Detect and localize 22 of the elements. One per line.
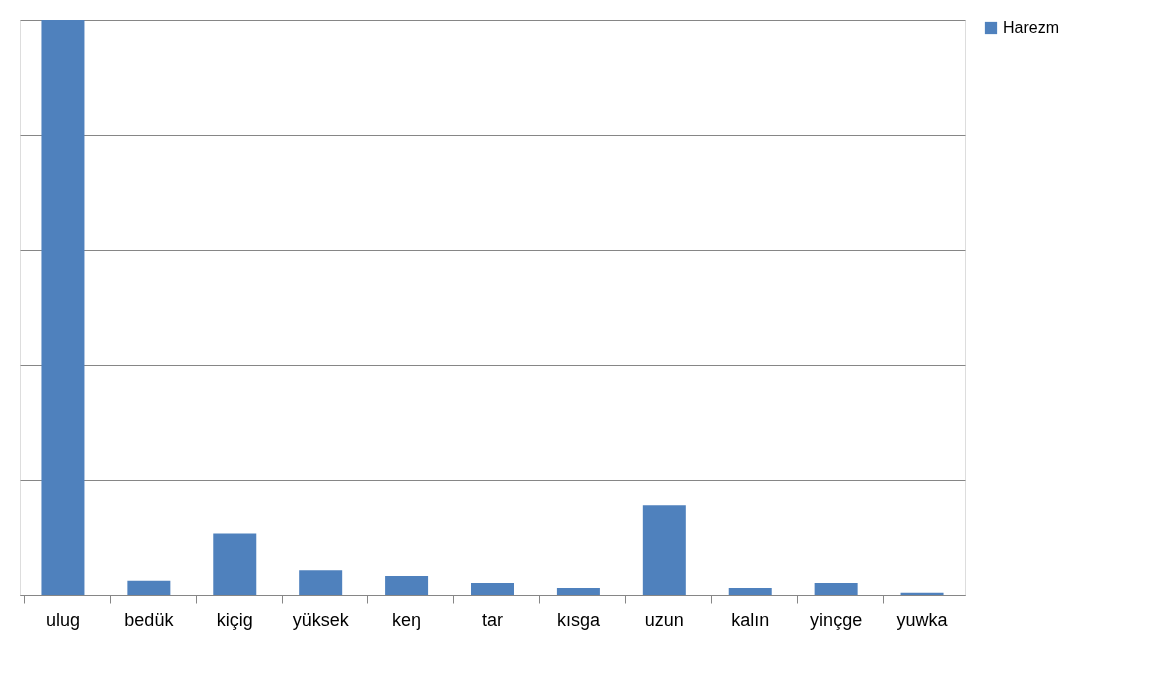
bar — [213, 533, 257, 595]
x-tick-label: uzun — [644, 609, 684, 630]
x-tick-label: bedük — [124, 609, 175, 630]
x-tick-label: yüksek — [292, 609, 350, 630]
bar — [127, 580, 171, 595]
x-tick-label: yuwka — [896, 609, 949, 630]
x-tick-label: ulug — [45, 609, 80, 630]
bar — [299, 570, 343, 595]
x-tick-label: kiçig — [216, 609, 253, 630]
bar — [814, 582, 858, 595]
bar — [471, 582, 514, 595]
x-tick-label: kalın — [731, 609, 770, 630]
legend-label: Harezm — [1003, 19, 1060, 36]
bar — [728, 588, 772, 595]
x-tick-label: keŋ — [392, 609, 422, 630]
x-tick-label: yinçge — [810, 609, 863, 630]
bar — [556, 588, 600, 595]
bar — [385, 576, 429, 595]
bar — [41, 20, 85, 595]
bar — [642, 505, 686, 595]
x-tick-label: kısga — [556, 609, 601, 630]
x-tick-label: tar — [481, 609, 504, 630]
